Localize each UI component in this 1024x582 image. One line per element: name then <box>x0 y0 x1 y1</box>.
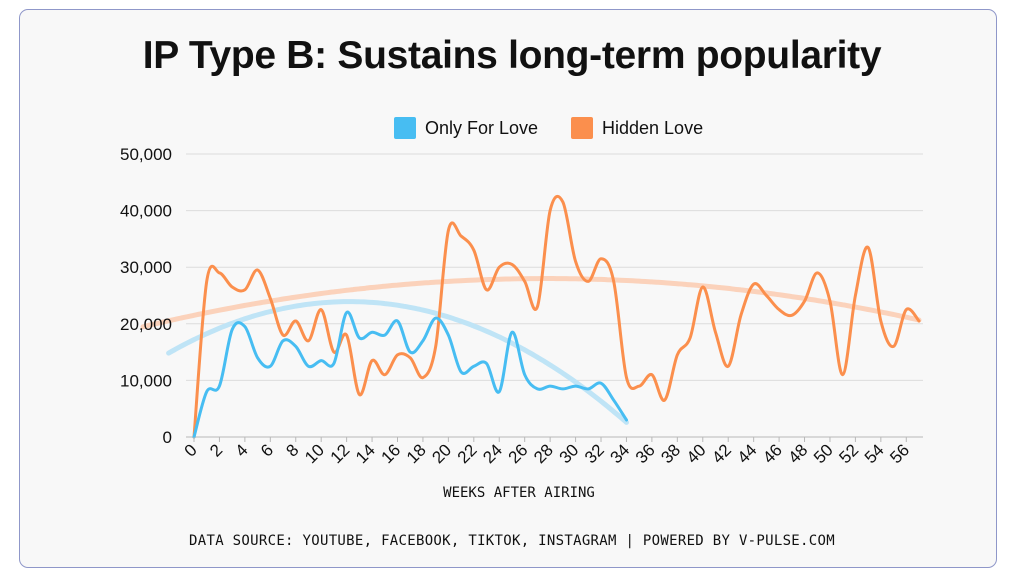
grid-lines <box>186 153 923 438</box>
chart-card <box>19 9 997 568</box>
x-tick-label: 52 <box>835 440 862 467</box>
x-tick-label: 44 <box>734 440 761 467</box>
x-tick-label: 22 <box>454 440 481 467</box>
x-tick-label: 30 <box>556 440 583 467</box>
x-tick-label: 8 <box>282 440 302 460</box>
x-tick-label: 10 <box>301 440 328 467</box>
x-tick-label: 50 <box>810 440 837 467</box>
legend-item-hidden-love[interactable]: Hidden Love <box>571 116 703 140</box>
x-tick-label: 40 <box>683 440 710 467</box>
x-tick-label: 56 <box>886 440 913 467</box>
series-line-only-for-love <box>192 310 628 439</box>
x-tick-label: 20 <box>428 440 455 467</box>
y-tick-label: 20,000 <box>120 315 172 334</box>
series-lines <box>192 194 921 439</box>
series-line-hidden-love <box>192 194 921 439</box>
x-tick-label: 4 <box>232 440 252 460</box>
x-tick-label: 6 <box>257 440 277 460</box>
x-tick-label: 54 <box>861 440 888 467</box>
legend-label-only-for-love: Only For Love <box>425 117 539 138</box>
trendline-only-for-love <box>166 299 629 425</box>
legend-swatch-hidden-love <box>571 117 593 139</box>
legend-item-only-for-love[interactable]: Only For Love <box>394 116 538 140</box>
legend-label-hidden-love: Hidden Love <box>602 117 704 138</box>
y-tick-label: 30,000 <box>120 258 172 277</box>
y-tick-label: 10,000 <box>120 371 172 390</box>
x-tick-label: 36 <box>632 440 659 467</box>
x-tick-label: 46 <box>759 440 786 467</box>
x-tick-label: 2 <box>206 440 226 460</box>
x-tick-label: 48 <box>785 440 812 467</box>
data-source-footer: DATA SOURCE: YOUTUBE, FACEBOOK, TIKTOK, … <box>189 533 835 549</box>
x-tick-label: 16 <box>378 440 405 467</box>
x-tick-label: 14 <box>352 440 379 467</box>
x-tick-label: 32 <box>581 440 608 467</box>
x-tick-label: 28 <box>530 440 557 467</box>
x-tick-label: 24 <box>479 440 506 467</box>
legend: Only For Love Hidden Love <box>0 116 1024 140</box>
x-tick-label: 12 <box>327 440 354 467</box>
y-tick-label: 40,000 <box>120 202 172 221</box>
y-tick-label: 0 <box>163 428 172 447</box>
x-tick-label: 18 <box>403 440 430 467</box>
x-tick-label: 34 <box>606 440 633 467</box>
x-tick-label: 42 <box>708 440 735 467</box>
y-axis-ticks: 0 10,000 20,000 30,000 40,000 50,000 <box>120 145 172 447</box>
x-tick-label: 0 <box>181 440 201 460</box>
legend-swatch-only-for-love <box>394 117 416 139</box>
x-tick-label: 26 <box>505 440 532 467</box>
x-axis-label: WEEKS AFTER AIRING <box>443 485 595 501</box>
chart-title: IP Type B: Sustains long-term popularity <box>142 34 882 77</box>
x-axis-ticks: 0 2 4 6 810121416182022242628303234363840424… <box>181 437 913 467</box>
x-tick-label: 38 <box>657 440 684 467</box>
y-tick-label: 50,000 <box>120 145 172 164</box>
